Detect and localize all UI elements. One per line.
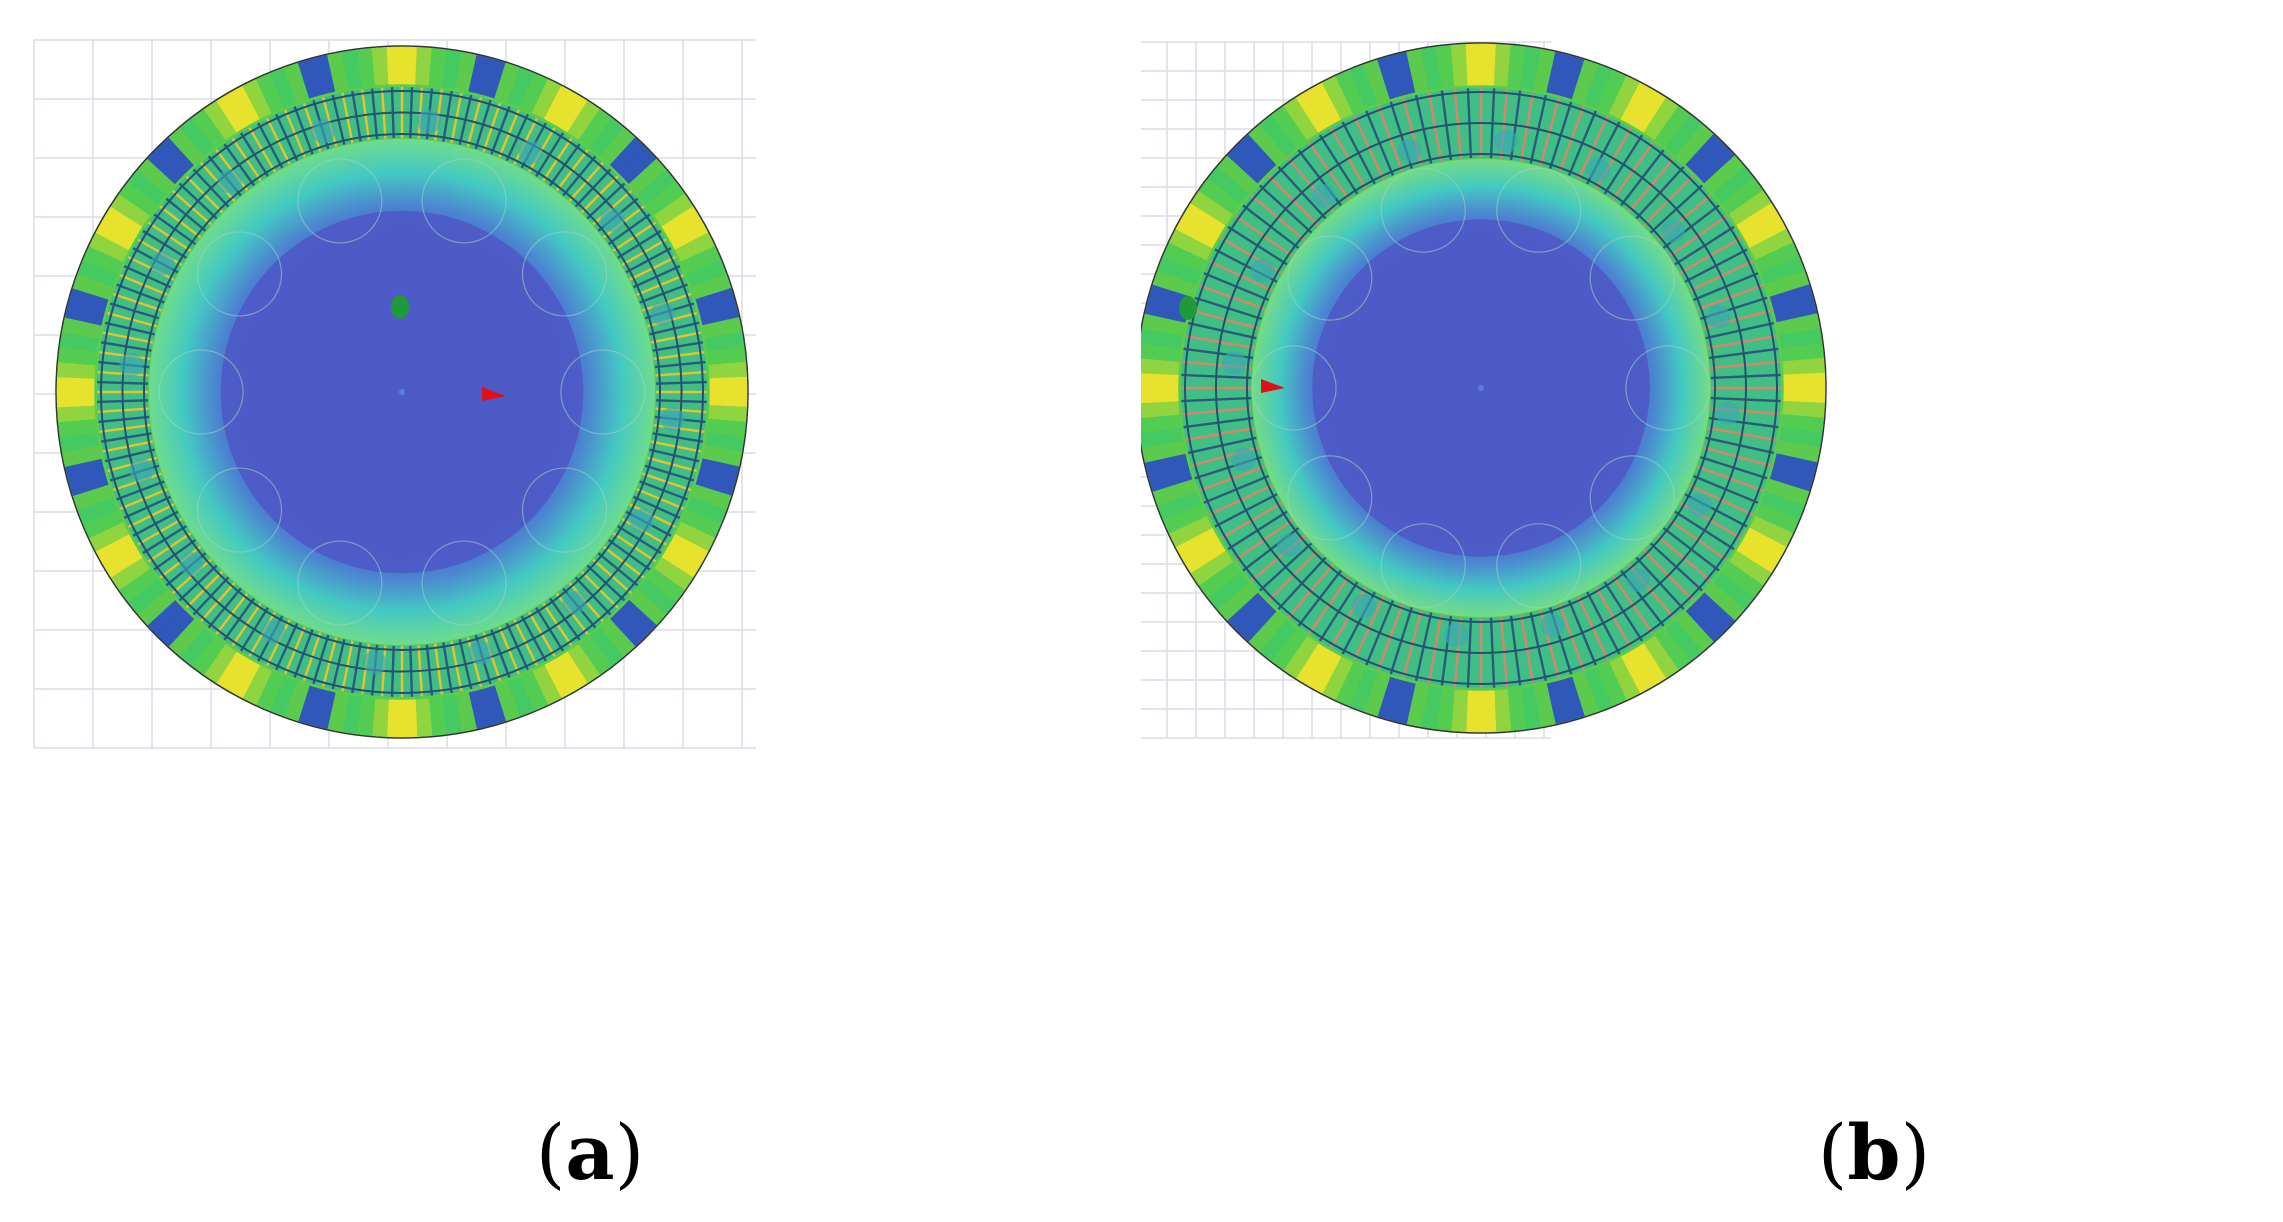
y-axis-icon — [1179, 296, 1197, 320]
panel-b: (b) — [1141, 0, 2283, 1222]
axis-marker-x — [1261, 379, 1285, 393]
field-plot-b — [1141, 41, 1827, 739]
y-axis-icon — [391, 295, 409, 319]
axis-marker-y — [1179, 296, 1197, 320]
stator-windings — [97, 87, 707, 697]
caption-letter-a: a — [565, 1108, 615, 1197]
caption-a: (a) — [535, 1108, 645, 1197]
caption-b: (b) — [1817, 1108, 1931, 1197]
stator-windings — [1181, 88, 1781, 688]
field-core — [149, 139, 655, 645]
field-core — [1251, 159, 1711, 617]
axis-marker-y — [391, 295, 409, 319]
caption-letter-b: b — [1847, 1108, 1901, 1197]
field-plot-a — [33, 39, 756, 749]
panel-a: (a) — [0, 0, 1141, 1222]
x-axis-arrow-icon — [1261, 379, 1285, 393]
x-axis-arrow-icon — [482, 387, 506, 401]
axis-marker-x — [482, 387, 506, 401]
